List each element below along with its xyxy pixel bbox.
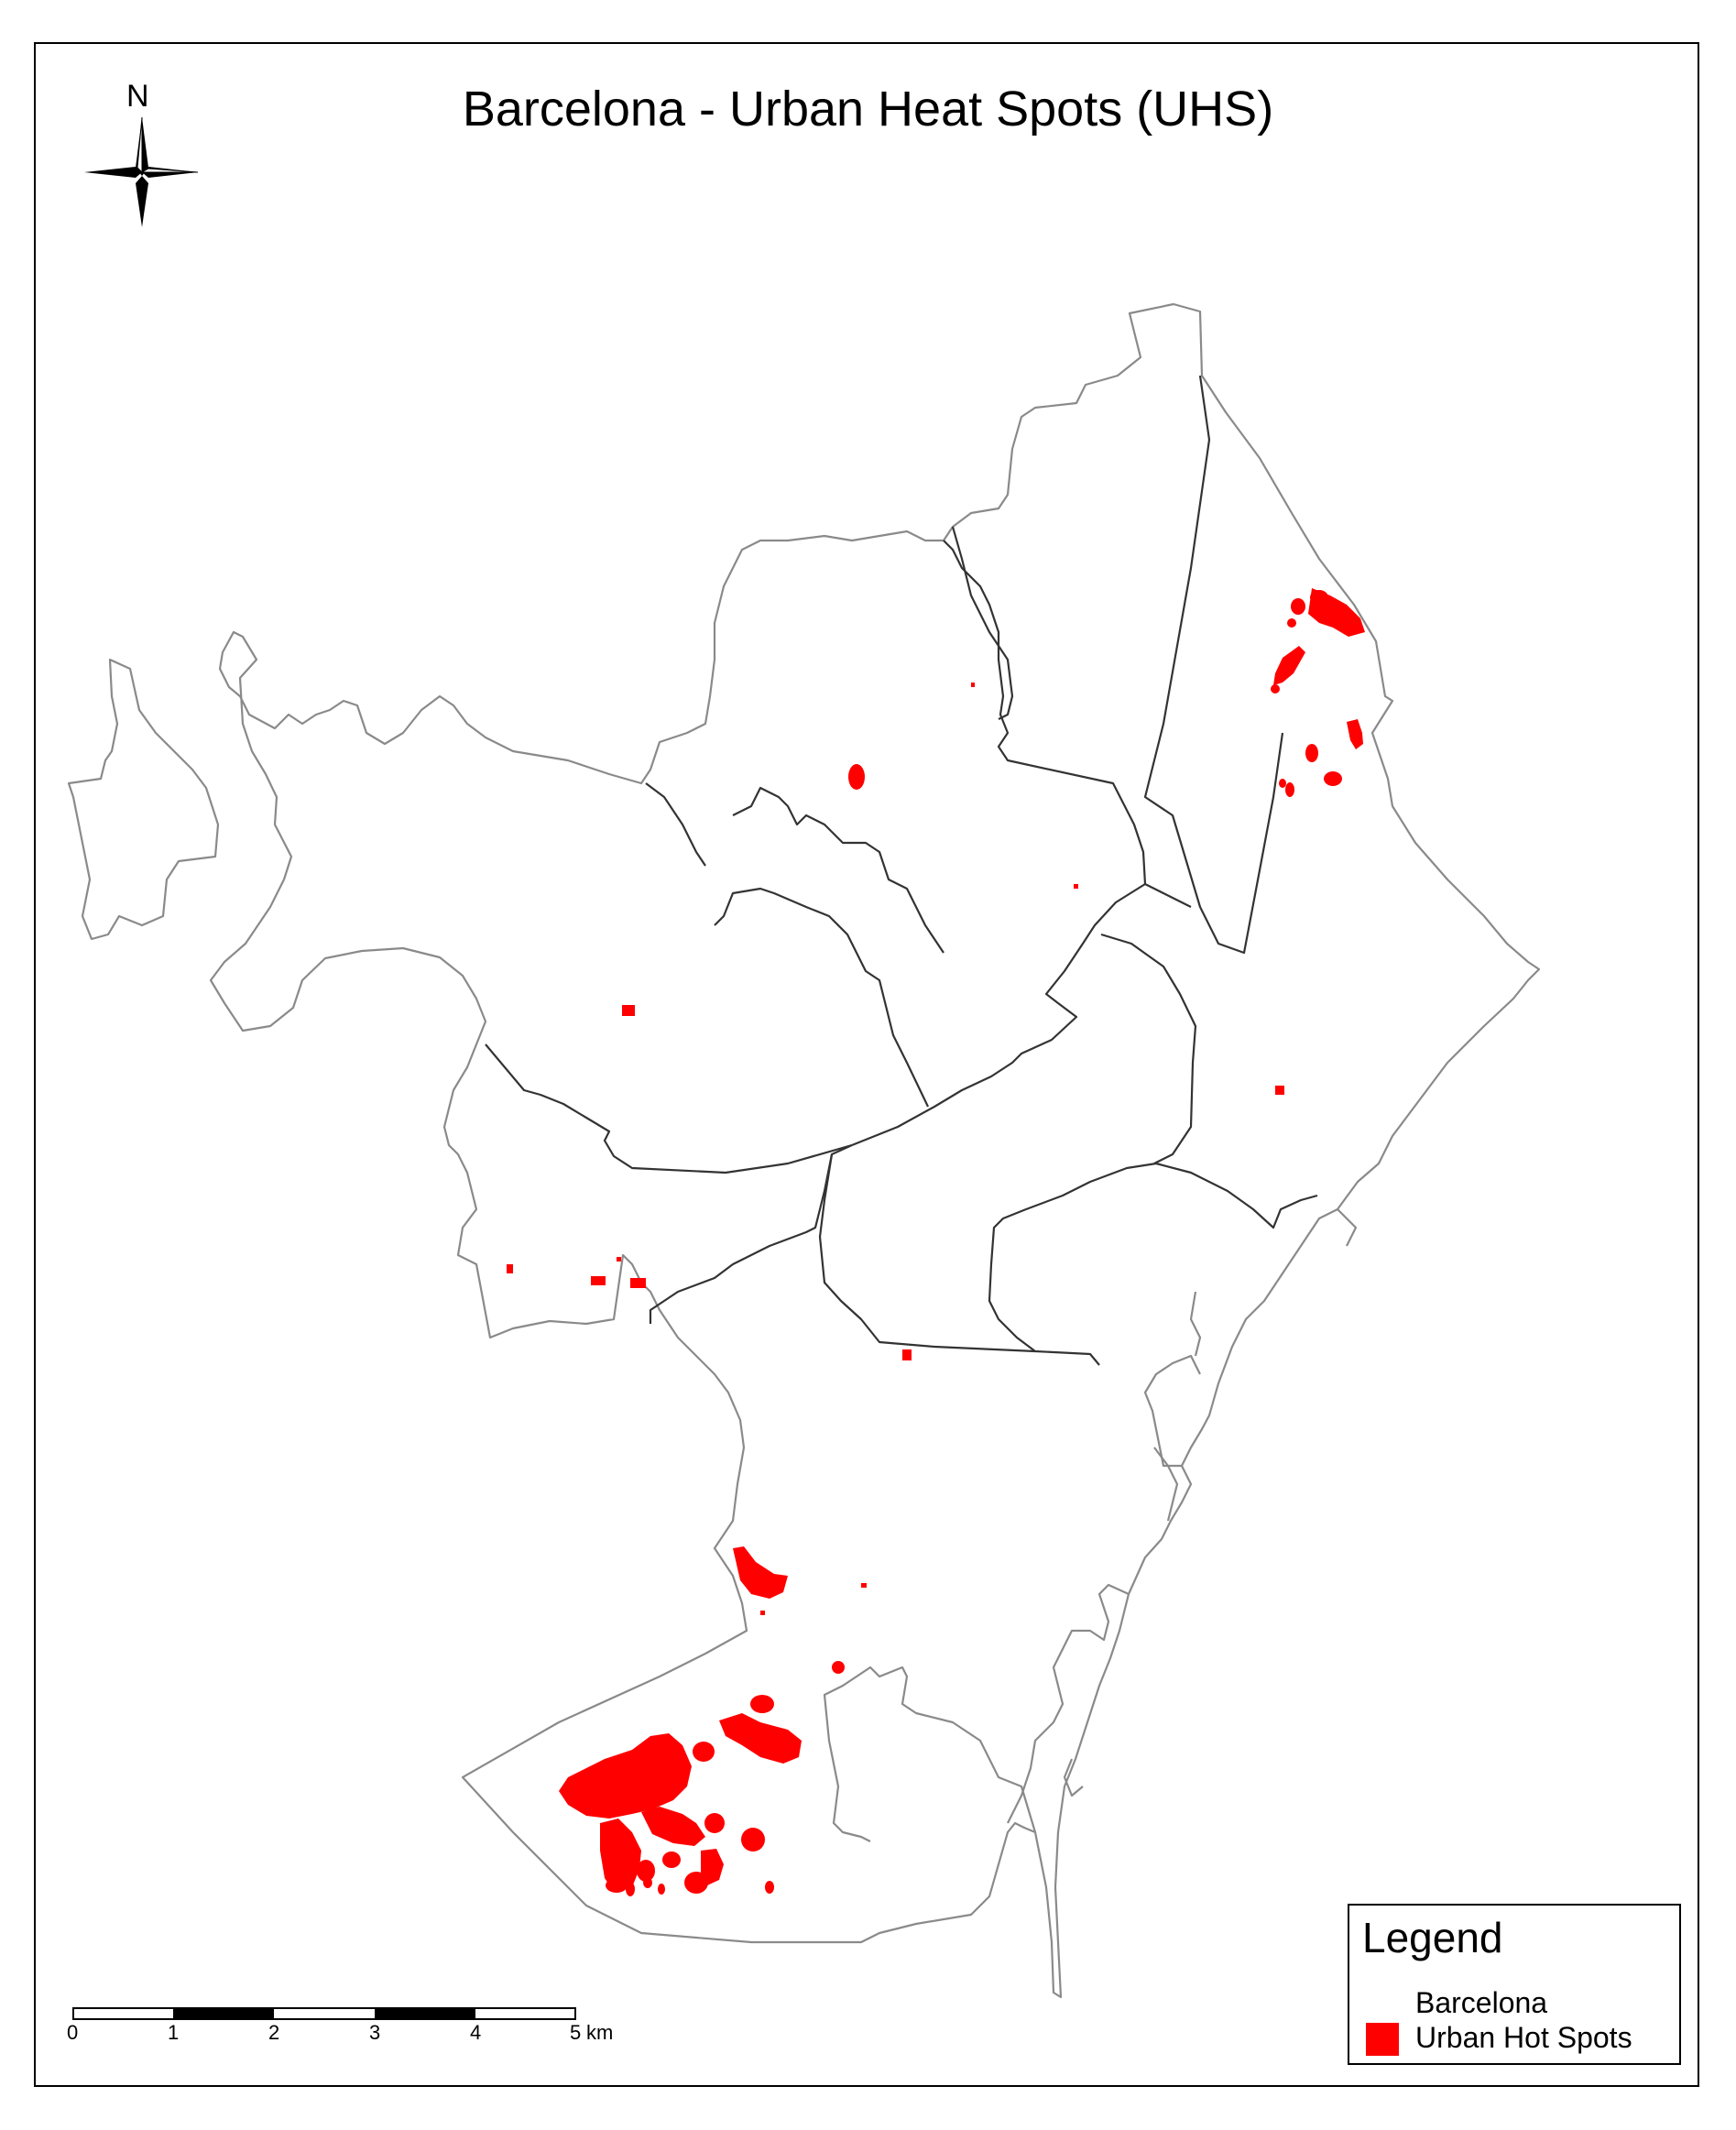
hot-spot bbox=[600, 1819, 641, 1892]
hot-spot bbox=[693, 1742, 715, 1762]
hot-spot bbox=[760, 1611, 765, 1615]
scale-tick-4: 4 bbox=[470, 2021, 482, 2044]
hot-spot bbox=[1285, 782, 1294, 797]
north-arrow-icon bbox=[84, 116, 199, 227]
hot-spot bbox=[765, 1881, 774, 1894]
city-boundary bbox=[209, 302, 1541, 1999]
scale-tick-2: 2 bbox=[268, 2021, 280, 2044]
hot-spot bbox=[1291, 598, 1305, 615]
hot-spot bbox=[902, 1349, 912, 1360]
hot-spot bbox=[701, 1849, 724, 1885]
north-label: N bbox=[126, 79, 149, 114]
hot-spot bbox=[630, 1278, 646, 1288]
hot-spot bbox=[1347, 719, 1363, 749]
scale-bar bbox=[72, 2007, 576, 2020]
district-borders bbox=[485, 375, 1318, 1366]
hot-spot bbox=[750, 1695, 774, 1713]
legend-swatch-hot-spots bbox=[1366, 2023, 1399, 2056]
scale-tick-0: 0 bbox=[67, 2021, 79, 2044]
hot-spot bbox=[658, 1884, 665, 1895]
hot-spot bbox=[507, 1264, 513, 1273]
map-frame bbox=[34, 42, 1699, 2087]
scale-tick-5: 5 bbox=[570, 2021, 582, 2044]
hot-spot bbox=[1074, 884, 1078, 889]
hot-spot bbox=[741, 1828, 765, 1851]
hot-spot bbox=[719, 1713, 802, 1764]
legend-item-barcelona: Barcelona bbox=[1415, 1986, 1548, 2019]
hot-spot bbox=[848, 764, 865, 790]
map-title: Barcelona - Urban Heat Spots (UHS) bbox=[462, 82, 1274, 137]
hot-spot bbox=[662, 1851, 681, 1868]
hot-spot bbox=[1271, 684, 1280, 694]
city-outline bbox=[67, 302, 1541, 1999]
hot-spot bbox=[617, 1257, 621, 1262]
hot-spot bbox=[1305, 744, 1318, 762]
hot-spot bbox=[832, 1661, 845, 1674]
hot-spot bbox=[606, 1878, 628, 1893]
hot-spot bbox=[637, 1860, 655, 1882]
hot-spot bbox=[643, 1877, 652, 1888]
hot-spot bbox=[591, 1276, 606, 1285]
hot-spots bbox=[507, 588, 1365, 1896]
hot-spot bbox=[641, 1807, 705, 1846]
hot-spot bbox=[1324, 771, 1342, 786]
hot-spot bbox=[626, 1882, 635, 1896]
west-enclave bbox=[67, 658, 220, 941]
scale-tick-1: 1 bbox=[168, 2021, 180, 2044]
scale-tick-3: 3 bbox=[369, 2021, 381, 2044]
hot-spot bbox=[1287, 618, 1296, 628]
hot-spot bbox=[559, 1733, 692, 1819]
hot-spot bbox=[704, 1813, 725, 1833]
scale-unit: km bbox=[586, 2021, 614, 2044]
hot-spot bbox=[1279, 779, 1286, 788]
hot-spot bbox=[684, 1872, 708, 1894]
hot-spot bbox=[1275, 1086, 1284, 1095]
legend-item-hot-spots: Urban Hot Spots bbox=[1415, 2021, 1632, 2054]
hot-spot bbox=[1310, 590, 1328, 605]
legend-title: Legend bbox=[1362, 1914, 1503, 1961]
hot-spot bbox=[861, 1583, 867, 1588]
hot-spot bbox=[733, 1546, 788, 1599]
hot-spot bbox=[622, 1005, 635, 1016]
hot-spot bbox=[1273, 646, 1305, 685]
hot-spot bbox=[971, 683, 975, 687]
legend: Legend Barcelona Urban Hot Spots bbox=[1348, 1904, 1681, 2065]
